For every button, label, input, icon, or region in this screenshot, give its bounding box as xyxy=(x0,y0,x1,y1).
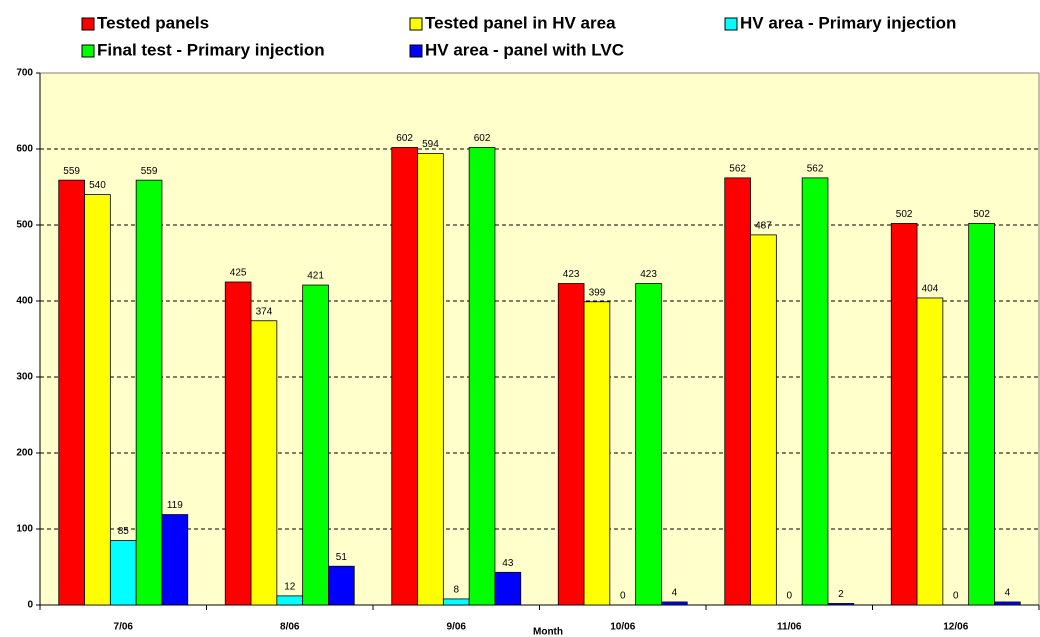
x-tick-label: 9/06 xyxy=(447,622,467,633)
bar xyxy=(968,223,995,606)
value-label: 502 xyxy=(973,209,990,220)
bar xyxy=(58,179,85,606)
bar xyxy=(328,565,355,606)
bar xyxy=(994,601,1021,606)
y-tick-label: 200 xyxy=(16,448,33,459)
bar xyxy=(494,571,522,606)
legend-swatch xyxy=(409,44,423,58)
bar xyxy=(916,297,944,606)
value-label: 602 xyxy=(396,133,413,144)
value-label: 2 xyxy=(838,589,844,600)
bar xyxy=(250,320,278,606)
plot-area xyxy=(39,72,1040,606)
legend-swatch xyxy=(409,17,423,31)
value-label: 0 xyxy=(786,591,792,602)
value-label: 374 xyxy=(256,306,273,317)
value-label: 421 xyxy=(307,271,324,282)
value-label: 0 xyxy=(953,591,959,602)
bar xyxy=(635,283,662,606)
bar xyxy=(890,223,918,606)
x-tick-label: 10/06 xyxy=(610,622,635,633)
value-label: 43 xyxy=(502,558,514,569)
y-tick-label: 600 xyxy=(16,144,33,155)
value-label: 487 xyxy=(755,221,772,232)
bar xyxy=(583,301,611,606)
value-label: 540 xyxy=(89,180,106,191)
value-label: 562 xyxy=(807,164,824,175)
bar xyxy=(417,153,444,606)
bar xyxy=(224,281,252,606)
bar xyxy=(276,595,304,606)
value-label: 0 xyxy=(620,591,626,602)
legend-label: Tested panels xyxy=(97,13,209,32)
x-tick-label: 8/06 xyxy=(280,622,300,633)
bar xyxy=(391,147,418,606)
y-tick-label: 0 xyxy=(27,600,33,611)
value-label: 12 xyxy=(284,582,296,593)
bar xyxy=(557,283,585,606)
x-tick-label: 7/06 xyxy=(114,622,134,633)
legend-label: HV area - Primary injection xyxy=(740,13,956,32)
bar xyxy=(661,601,688,606)
value-label: 51 xyxy=(336,552,348,563)
value-label: 404 xyxy=(922,284,939,295)
value-label: 4 xyxy=(672,588,678,599)
legend-swatch xyxy=(724,17,738,31)
y-tick-label: 400 xyxy=(16,296,33,307)
bar xyxy=(468,147,496,606)
value-label: 8 xyxy=(453,585,459,596)
value-label: 399 xyxy=(589,287,606,298)
bar xyxy=(801,177,829,606)
bar xyxy=(724,177,751,606)
bar xyxy=(302,284,329,606)
value-label: 502 xyxy=(896,209,913,220)
legend-label: Tested panel in HV area xyxy=(425,13,616,32)
value-label: 4 xyxy=(1005,588,1011,599)
y-tick-label: 100 xyxy=(16,524,33,535)
x-axis-title: Month xyxy=(533,627,563,637)
value-label: 562 xyxy=(729,164,746,175)
value-label: 423 xyxy=(563,269,580,280)
y-tick-label: 300 xyxy=(16,372,33,383)
legend-swatch xyxy=(81,17,95,31)
value-label: 423 xyxy=(640,269,657,280)
x-tick-label: 11/06 xyxy=(777,622,802,633)
bar xyxy=(827,603,855,606)
bar xyxy=(109,540,137,606)
value-label: 119 xyxy=(167,500,183,511)
value-label: 425 xyxy=(230,268,247,279)
bar xyxy=(750,234,777,606)
legend-swatch xyxy=(81,44,95,58)
y-tick-label: 700 xyxy=(16,68,33,79)
legend-label: Final test - Primary injection xyxy=(97,40,325,59)
y-tick-label: 500 xyxy=(16,220,33,231)
value-label: 602 xyxy=(474,133,491,144)
bar xyxy=(442,598,470,606)
value-label: 85 xyxy=(118,526,130,537)
bar xyxy=(84,194,111,606)
value-label: 559 xyxy=(63,166,80,177)
bar xyxy=(161,514,189,606)
bar xyxy=(135,179,163,606)
legend-label: HV area - panel with LVC xyxy=(425,40,624,59)
value-label: 559 xyxy=(141,166,158,177)
value-label: 594 xyxy=(422,139,439,150)
x-tick-label: 12/06 xyxy=(943,622,968,633)
